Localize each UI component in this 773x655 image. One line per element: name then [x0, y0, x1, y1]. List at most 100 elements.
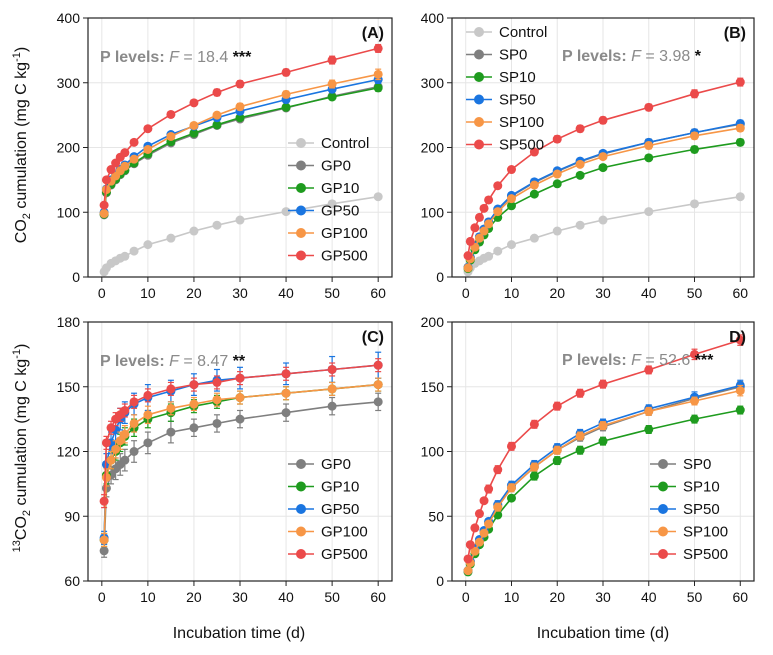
data-point [506, 441, 516, 451]
legend-swatch-marker [296, 228, 306, 238]
data-point [552, 179, 562, 189]
data-point [479, 226, 489, 236]
data-point [235, 215, 245, 225]
legend: Control GP0 GP10 GP50 GP100 GP500 [288, 135, 369, 265]
data-point [644, 207, 654, 217]
legend-entry: GP100 [321, 524, 368, 541]
legend-swatch-marker [296, 205, 306, 216]
f-annotation: P levels: F = 8.47 ** [100, 353, 246, 370]
x-axis-label-left: Incubation time (d) [173, 625, 306, 642]
legend-entry: Control [321, 135, 369, 152]
y-tick-label: 100 [57, 204, 81, 220]
data-point [575, 170, 585, 180]
data-point [281, 388, 291, 398]
panel-label: D) [729, 329, 746, 346]
legend-swatch-marker [658, 481, 668, 492]
data-point [484, 519, 494, 529]
f-annotation-label: P levels: [100, 353, 169, 370]
y-tick-label: 150 [57, 379, 81, 395]
f-annotation-stars: ** [233, 353, 246, 370]
legend-swatch-marker [296, 481, 306, 492]
data-point [99, 209, 109, 219]
data-point [166, 233, 176, 243]
data-point [143, 438, 153, 448]
data-point [690, 414, 700, 424]
data-point [166, 427, 176, 437]
x-tick-label: 30 [595, 589, 611, 605]
x-tick-label: 0 [98, 589, 106, 605]
panel-3: 60 90 120 150 180 0 10 20 30 40 50 60 (C) P levels: F… [57, 314, 393, 605]
data-point [120, 251, 130, 261]
data-point [327, 364, 337, 374]
data-point [99, 496, 109, 506]
data-point [690, 131, 700, 141]
data-point [327, 92, 337, 102]
x-tick-label: 40 [278, 285, 294, 301]
data-point [189, 98, 199, 108]
data-point [529, 471, 539, 481]
legend-entry: SP50 [499, 92, 536, 109]
data-point [106, 165, 116, 175]
data-point [644, 365, 654, 375]
data-point [120, 148, 130, 158]
x-tick-label: 0 [462, 589, 470, 605]
data-point [101, 185, 111, 195]
data-point [598, 152, 608, 162]
legend: SP0 SP10 SP50 SP100 SP500 [650, 456, 728, 563]
data-point [463, 251, 473, 261]
y-tick-label: 50 [428, 508, 444, 524]
x-tick-label: 30 [232, 589, 248, 605]
data-point [529, 180, 539, 190]
data-point [189, 226, 199, 236]
y-tick-label: 100 [421, 204, 445, 220]
series-gp500 [99, 358, 383, 509]
data-point [120, 161, 130, 171]
data-point [373, 397, 383, 407]
data-point [484, 195, 494, 205]
data-point [552, 226, 562, 236]
legend-entry: SP10 [499, 69, 536, 86]
data-point [120, 405, 130, 415]
x-tick-label: 20 [186, 285, 202, 301]
data-point [552, 134, 562, 144]
f-annotation-value: = 18.4 [179, 49, 233, 66]
x-tick-label: 0 [98, 285, 106, 301]
legend-entry: SP50 [683, 501, 720, 518]
f-annotation-value: = 3.98 [641, 48, 695, 65]
data-point [101, 438, 111, 448]
data-point [735, 405, 745, 415]
data-point [235, 102, 245, 112]
data-point [474, 537, 484, 547]
data-point [735, 192, 745, 202]
data-point [575, 159, 585, 169]
f-annotation-stars: *** [233, 49, 252, 66]
legend-entry: SP0 [683, 456, 711, 473]
legend: GP0 GP10 GP50 GP100 GP500 [288, 456, 368, 563]
legend-swatch-marker [474, 72, 484, 82]
data-point [235, 373, 245, 383]
x-tick-label: 40 [641, 285, 657, 301]
x-tick-label: 50 [324, 589, 340, 605]
x-tick-label: 10 [504, 285, 520, 301]
data-point [143, 240, 153, 250]
data-point [373, 360, 383, 370]
data-point [189, 128, 199, 138]
data-point [327, 79, 337, 89]
plot-frame [87, 17, 393, 278]
data-point [463, 554, 473, 564]
f-annotation: P levels: F = 3.98 * [562, 48, 702, 65]
y-tick-label: 180 [57, 314, 81, 330]
data-point [129, 418, 139, 428]
y-tick-label: 200 [421, 140, 445, 156]
data-point [506, 483, 516, 493]
legend-entry: GP500 [321, 546, 368, 563]
x-tick-label: 10 [140, 285, 156, 301]
x-tick-label: 20 [549, 589, 565, 605]
data-point [235, 393, 245, 403]
data-point [735, 123, 745, 133]
data-point [506, 493, 516, 503]
data-point [644, 141, 654, 151]
f-annotation-symbol: F [631, 352, 642, 369]
y-tick-label: 400 [421, 10, 445, 26]
